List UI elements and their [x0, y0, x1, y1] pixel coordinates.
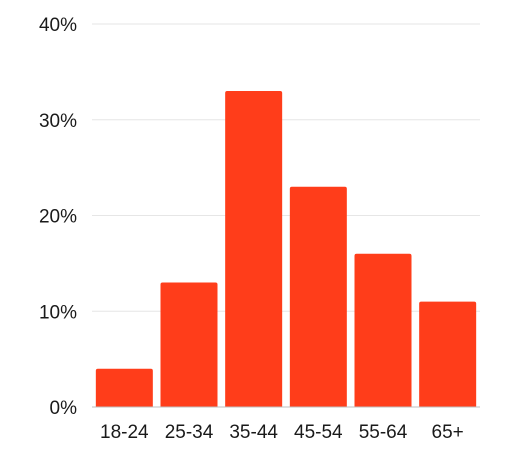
y-axis-ticks: 0% 10% 20% 30% 40%: [39, 15, 77, 419]
x-tick-label: 35-44: [229, 422, 278, 443]
x-tick-label: 55-64: [359, 422, 408, 443]
y-tick-label: 40%: [39, 15, 77, 36]
x-tick-label: 45-54: [294, 422, 343, 443]
bar-35-44: [225, 91, 283, 408]
x-tick-label: 18-24: [100, 422, 149, 443]
bar-25-34: [160, 282, 218, 407]
y-tick-label: 0%: [50, 398, 78, 419]
bar-45-54: [289, 186, 347, 407]
x-tick-label: 65+: [432, 422, 464, 443]
bar-65+: [419, 301, 477, 407]
bar-55-64: [354, 253, 412, 407]
x-tick-label: 25-34: [165, 422, 214, 443]
y-tick-label: 10%: [39, 302, 77, 323]
gridlines: [92, 23, 480, 312]
y-tick-label: 30%: [39, 111, 77, 132]
y-tick-label: 20%: [39, 207, 77, 228]
x-axis-ticks: 18-24 25-34 35-44 45-54 55-64 65+: [100, 422, 464, 443]
bars: [95, 91, 477, 408]
bar-18-24: [95, 368, 153, 407]
